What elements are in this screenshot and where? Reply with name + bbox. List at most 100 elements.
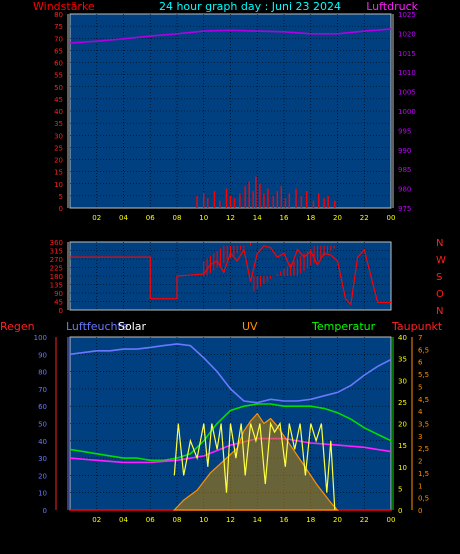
- humidity-axis-tick-label: 50: [38, 421, 47, 429]
- pressure-axis-tick-label: 1000: [398, 108, 416, 116]
- direction-axis-tick-label: 180: [50, 273, 63, 281]
- humidity-axis-tick-label: 40: [38, 438, 47, 446]
- uv-axis-tick-label: 6: [418, 359, 423, 367]
- pressure-axis-tick-label: 1010: [398, 69, 416, 77]
- uv-axis-tick-label: 4: [418, 408, 423, 416]
- humidity-axis-tick-label: 10: [38, 490, 47, 498]
- header-right-label: Luftdruck: [366, 0, 418, 13]
- temperature-axis-tick-label: 10: [398, 464, 407, 472]
- solar-line: [173, 421, 336, 511]
- uv-axis-tick-label: 2,5: [418, 445, 429, 453]
- wind-chart-x-tick-label: 00: [387, 214, 396, 222]
- multi-chart-x-tick-label: 02: [92, 516, 101, 524]
- uv-axis-tick-label: 1: [418, 482, 422, 490]
- wind-chart-x-tick-label: 18: [306, 214, 315, 222]
- temperature-axis-tick-label: 25: [398, 399, 407, 407]
- direction-axis-tick-label: 45: [54, 299, 63, 307]
- header-left-label: Windstärke: [33, 0, 95, 13]
- wind-chart-x-tick-label: 16: [280, 214, 289, 222]
- wind-axis-tick-label: 5: [59, 193, 63, 201]
- uv-axis-tick-label: 0,5: [418, 495, 429, 503]
- pressure-axis-tick-label: 990: [398, 147, 411, 155]
- direction-axis-tick-label: 135: [50, 282, 63, 290]
- multi-chart-x-tick-label: 12: [226, 516, 235, 524]
- multi-chart-x-tick-label: 16: [280, 516, 289, 524]
- humidity-axis-tick-label: 100: [34, 334, 47, 342]
- wind-axis-tick-label: 40: [54, 108, 63, 116]
- wind-chart-x-tick-label: 22: [360, 214, 369, 222]
- direction-compass-label: W: [436, 255, 446, 266]
- uv-axis-tick-label: 0: [418, 507, 422, 515]
- temperature-axis-tick-label: 0: [398, 507, 402, 515]
- wind-axis-tick-label: 45: [54, 96, 63, 104]
- direction-compass-label: O: [436, 289, 444, 300]
- humidity-line: [69, 343, 392, 404]
- direction-compass-label: S: [436, 272, 442, 283]
- pressure-axis-tick-label: 1015: [398, 50, 416, 58]
- header-title: 24 hour graph day : Juni 23 2024: [159, 0, 341, 13]
- uv-axis-tick-label: 2: [418, 458, 422, 466]
- uv-axis-tick-label: 3,5: [418, 421, 429, 429]
- wind-axis-tick-label: 0: [59, 205, 63, 213]
- pressure-axis-tick-label: 985: [398, 166, 411, 174]
- label-luftfeuchte: Luftfeuchte: [66, 320, 129, 333]
- wind-axis-tick-label: 55: [54, 72, 63, 80]
- wind-axis-tick-label: 15: [54, 169, 63, 177]
- direction-axis-tick-label: 90: [54, 290, 63, 298]
- wind-axis-tick-label: 20: [54, 157, 63, 165]
- wind-chart-x-tick-label: 02: [92, 214, 101, 222]
- wind-axis-tick-label: 75: [54, 23, 63, 31]
- dewpoint-line: [69, 437, 392, 464]
- pressure-line: [69, 28, 392, 44]
- label-temperatur: Temperatur: [311, 320, 376, 333]
- wind-axis-tick-label: 80: [54, 11, 63, 19]
- label-regen: Regen: [0, 320, 35, 333]
- multi-chart-x-tick-label: 14: [253, 516, 262, 524]
- uv-axis-tick-label: 6,5: [418, 346, 429, 354]
- direction-compass-label: N: [436, 238, 443, 249]
- direction-axis-tick-label: 270: [50, 256, 63, 264]
- temperature-axis-tick-label: 15: [398, 442, 407, 450]
- wind-chart-x-tick-label: 08: [173, 214, 182, 222]
- wind-axis-tick-label: 65: [54, 47, 63, 55]
- temperature-axis-tick-label: 5: [398, 485, 402, 493]
- pressure-axis-tick-label: 1005: [398, 89, 416, 97]
- uv-axis-tick-label: 4,5: [418, 396, 429, 404]
- multi-chart-x-tick-label: 06: [146, 516, 155, 524]
- multi-chart-x-tick-label: 18: [306, 516, 315, 524]
- label-taupunkt: Taupunkt: [391, 320, 443, 333]
- pressure-axis-tick-label: 980: [398, 186, 411, 194]
- wind-axis-tick-label: 25: [54, 144, 63, 152]
- wind-axis-tick-label: 35: [54, 120, 63, 128]
- wind-chart-x-tick-label: 06: [146, 214, 155, 222]
- pressure-axis-tick-label: 1025: [398, 11, 416, 19]
- temperature-axis-tick-label: 35: [398, 356, 407, 364]
- wind-chart-x-tick-label: 14: [253, 214, 262, 222]
- wind-axis-tick-label: 60: [54, 60, 63, 68]
- uv-axis-tick-label: 5: [418, 383, 422, 391]
- humidity-axis-tick-label: 80: [38, 369, 47, 377]
- wind-chart-x-tick-label: 04: [119, 214, 128, 222]
- direction-axis-tick-label: 0: [59, 307, 63, 315]
- multi-chart-x-tick-label: 04: [119, 516, 128, 524]
- uv-axis-tick-label: 1,5: [418, 470, 429, 478]
- humidity-axis-tick-label: 0: [43, 507, 47, 515]
- label-uv: UV: [242, 320, 258, 333]
- label-solar: Solar: [118, 320, 147, 333]
- pressure-axis-tick-label: 1020: [398, 30, 416, 38]
- humidity-axis-tick-label: 30: [38, 455, 47, 463]
- pressure-axis-tick-label: 995: [398, 127, 411, 135]
- multi-chart-x-tick-label: 20: [333, 516, 342, 524]
- temperature-line: [69, 403, 392, 462]
- direction-axis-tick-label: 315: [50, 248, 63, 256]
- uv-axis-tick-label: 7: [418, 334, 422, 342]
- wind-chart-x-tick-label: 10: [199, 214, 208, 222]
- uv-axis-tick-label: 5,5: [418, 371, 429, 379]
- wind-axis-tick-label: 70: [54, 35, 63, 43]
- uv-axis-tick-label: 3: [418, 433, 422, 441]
- wind-chart-x-tick-label: 20: [333, 214, 342, 222]
- humidity-axis-tick-label: 20: [38, 472, 47, 480]
- humidity-axis-tick-label: 70: [38, 386, 47, 394]
